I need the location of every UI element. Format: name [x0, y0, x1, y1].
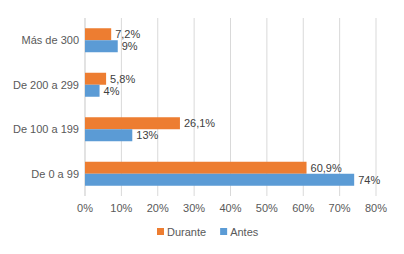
data-label: 13% [136, 129, 158, 141]
legend-label: Durante [167, 226, 206, 238]
category-label: Más de 300 [22, 34, 79, 46]
category-label: De 0 a 99 [31, 168, 79, 180]
tick-label: 70% [329, 202, 351, 214]
data-label: 74% [358, 174, 380, 186]
bar [85, 85, 100, 97]
tick-label: 50% [256, 202, 278, 214]
tick-label: 0% [77, 202, 93, 214]
tick-label: 20% [147, 202, 169, 214]
data-label: 4% [104, 85, 120, 97]
data-label: 7,2% [115, 28, 140, 40]
grid-line [376, 18, 377, 196]
bar [85, 40, 118, 52]
bar [85, 28, 111, 40]
tick-label: 40% [219, 202, 241, 214]
bar [85, 162, 307, 174]
tick-label: 60% [292, 202, 314, 214]
category-label: De 100 a 199 [13, 123, 79, 135]
data-label: 9% [122, 40, 138, 52]
legend-label: Antes [230, 226, 259, 238]
chart: 0% 10% 20% 30% 40% 50% 60% 70% 80% De 0 a 99 De 10… [0, 0, 404, 254]
bars [85, 28, 354, 186]
bar [85, 174, 354, 186]
bar [85, 117, 180, 129]
tick-label: 80% [365, 202, 387, 214]
data-labels: 60,9% 26,1% 5,8% 7,2% 74% 13% 4% 9% [104, 28, 381, 186]
data-label: 5,8% [110, 73, 135, 85]
legend-swatch [220, 228, 227, 235]
bar [85, 129, 132, 141]
tick-label: 10% [110, 202, 132, 214]
category-label: De 200 a 299 [13, 79, 79, 91]
data-label: 26,1% [184, 117, 215, 129]
legend: Durante Antes [157, 226, 259, 238]
legend-swatch [157, 228, 164, 235]
data-label: 60,9% [311, 162, 342, 174]
bar [85, 73, 106, 85]
tick-label: 30% [183, 202, 205, 214]
